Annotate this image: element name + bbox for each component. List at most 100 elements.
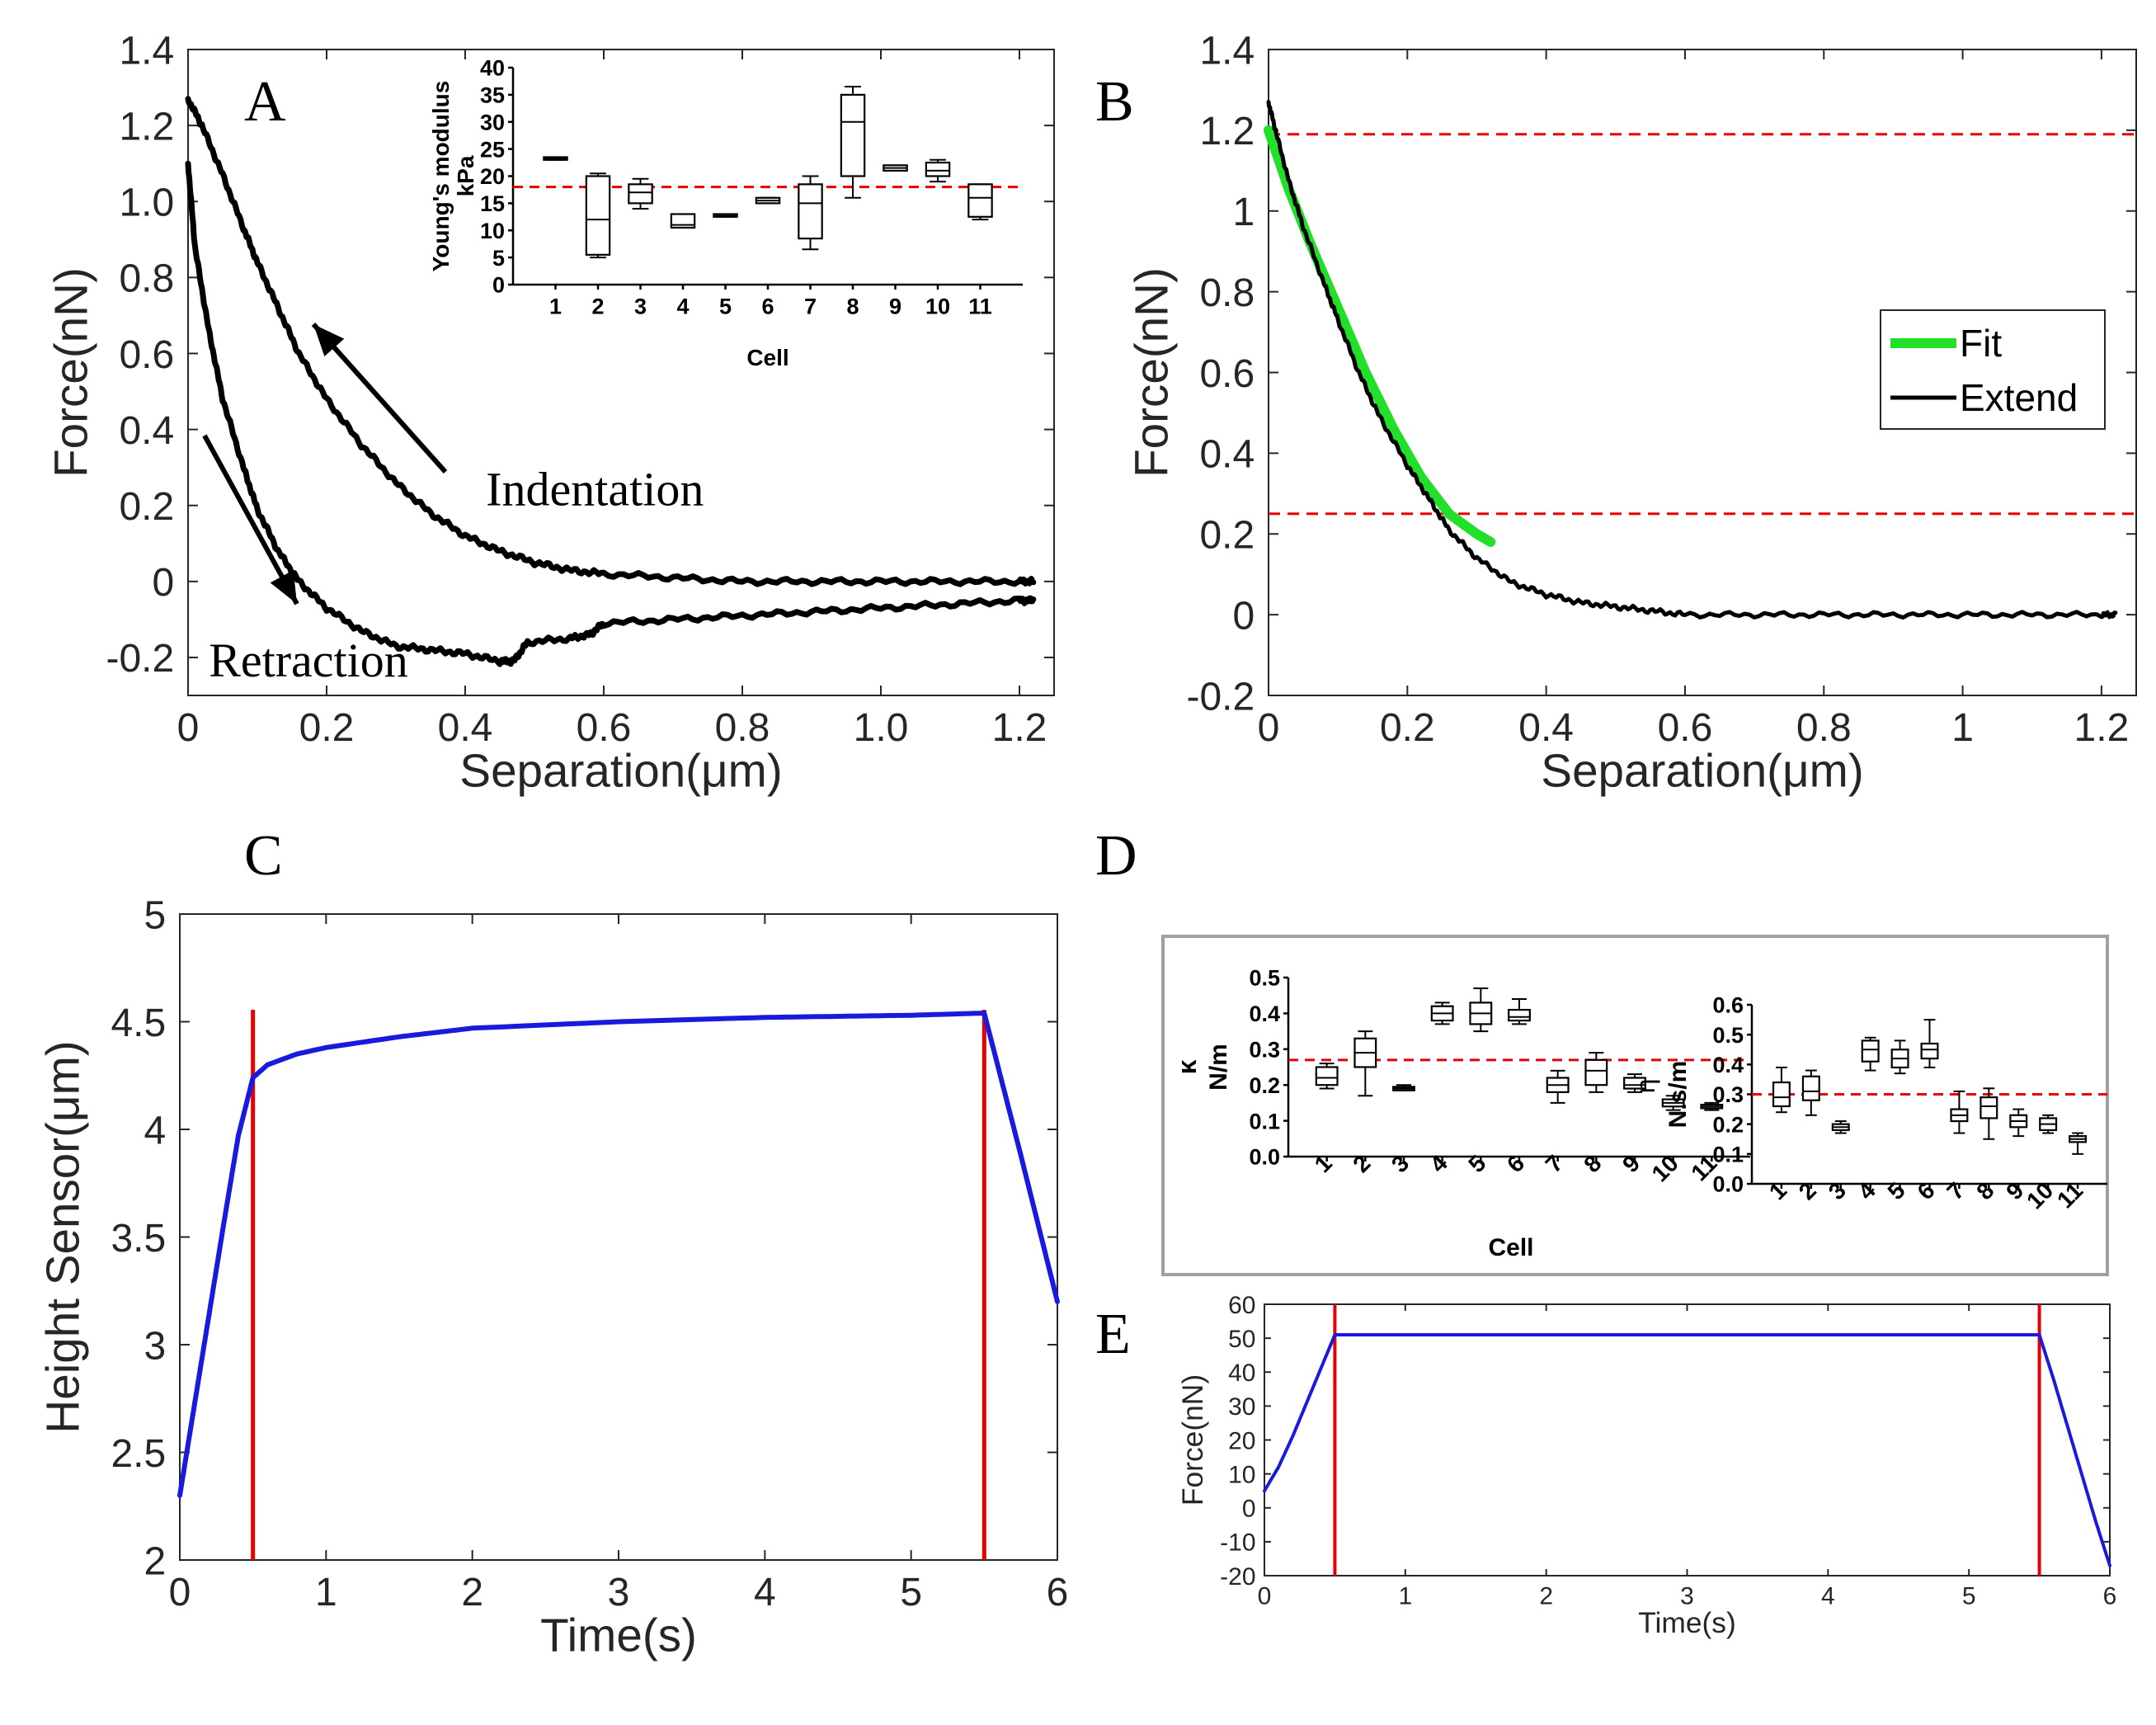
E-ytick-label: 30 [1228,1393,1255,1421]
A-ytick-label: 0.8 [119,257,174,301]
B-ytick-label: 0.2 [1199,514,1255,558]
D-left-ytick-label: 0.3 [1249,1038,1280,1063]
D-right-box [1920,1042,1939,1060]
C-ytick-label: 3 [144,1324,166,1368]
D-left-box [1623,1077,1646,1090]
A-inset-category-label: 3 [634,295,647,319]
A-inset-category-label: 9 [889,295,901,319]
d-right-symbol: η [1631,1079,1660,1094]
A-inset-ytick-label: 5 [492,246,505,271]
A-inset-category-label: 6 [761,295,774,319]
D-left-category-label: 9 [1617,1150,1645,1178]
A-plot-frame [187,49,1055,696]
D-right-category-label: 1 [1764,1177,1792,1205]
D-left-category-label: 1 [1310,1150,1338,1178]
B-xtick-label: 1.2 [2074,706,2130,750]
B-ytick-label: 0.8 [1199,271,1255,315]
D-right-box [1801,1075,1820,1101]
D-right-ytick-label: 0.2 [1712,1112,1744,1137]
C-ytick-label: 2 [144,1539,166,1583]
E-ytick-label: 40 [1228,1360,1255,1387]
A-xtick-label: 0.4 [438,706,493,750]
E-y-axis-label: Force(nN) [1176,1374,1209,1506]
panel-label-a: A [244,70,286,134]
D-left-category-label: 6 [1502,1150,1530,1178]
C-xtick-label: 5 [900,1571,922,1614]
D-left-category-label: 5 [1464,1150,1492,1178]
A-inset-box [798,183,823,240]
E-xtick-label: 5 [1962,1583,1976,1610]
B-xtick-label: 0.6 [1658,706,1713,750]
A-inset-box [925,161,951,177]
panel-d-frame [1161,935,2109,1276]
A-ytick-label: 0 [152,561,174,605]
B-xtick-label: 1 [1951,706,1974,750]
D-right-box [1861,1039,1880,1063]
A-inset-box [840,93,866,177]
D-right-box [1979,1096,1998,1119]
C-xtick-label: 2 [461,1571,483,1614]
D-right-ytick-label: 0.4 [1712,1053,1744,1077]
retraction-arrow-head [270,569,297,604]
A-ytick-label: -0.2 [106,637,174,681]
D-left-category-label: 3 [1386,1150,1415,1178]
D-right-ytick-label: 0.1 [1712,1143,1744,1167]
E-ytick-label: -10 [1220,1529,1255,1557]
panel-label-d: D [1095,824,1137,888]
C-xtick-label: 0 [169,1571,191,1614]
A-inset-category-label: 10 [925,295,950,319]
A-ytick-label: 1.0 [119,181,174,225]
A-inset-category-label: 2 [591,295,604,319]
E-ytick-label: 10 [1228,1461,1255,1488]
b-legend-fit-label: Fit [1960,322,2002,365]
E-xtick-label: 2 [1539,1583,1553,1610]
b-legend-box [1880,309,2106,430]
B-xtick-label: 0.8 [1796,706,1852,750]
B-ytick-label: 0.4 [1199,433,1255,477]
E-xtick-label: 3 [1680,1583,1694,1610]
A-inset-ytick-label: 40 [480,56,505,81]
B-xtick-label: 0.2 [1380,706,1435,750]
A-y-axis-label: Force(nN) [46,267,98,478]
A-ytick-label: 0.4 [119,409,174,453]
E-ytick-label: 20 [1228,1427,1255,1454]
A-inset-box [967,183,993,218]
annotation-retraction: Retraction [209,634,408,687]
chart-b: 0 0.2 0.4 0.6 0.8 1 1.2-0.200.20.40.60.811.21.… [1127,29,2137,797]
D-right-category-label: 4 [1853,1177,1881,1205]
A-xtick-label: 1.0 [854,706,909,750]
panel-label-b: B [1095,70,1134,134]
C-y-axis-label: Height Sensor(μm) [38,1040,90,1433]
E-plot-frame [1264,1303,2111,1577]
A-x-axis-label: Separation(μm) [459,745,782,797]
A-inset-ytick-label: 20 [480,164,505,189]
A-ytick-label: 0.6 [119,333,174,377]
A-inset-ytick-label: 25 [480,137,505,162]
panel-label-c: C [244,824,283,888]
D-right-ytick-label: 0.6 [1712,993,1744,1018]
D-right-category-label: 6 [1913,1177,1941,1205]
B-ytick-label: -0.2 [1186,675,1255,719]
B-ytick-label: 1.4 [1199,29,1255,73]
A-inset-ytick-label: 0 [492,273,505,298]
indentation-arrow [311,323,448,474]
D-left-box [1315,1066,1339,1086]
C-ytick-label: 4.5 [111,1002,166,1045]
D-right-ytick-label: 0.5 [1712,1023,1744,1048]
A-inset-category-label: 8 [846,295,859,319]
E-xtick-label: 1 [1398,1583,1412,1610]
A-inset-category-label: 1 [549,295,562,319]
A-inset-ytick-label: 15 [480,191,505,216]
C-xtick-label: 4 [754,1571,776,1614]
B-xtick-label: 0 [1258,706,1280,750]
A-inset-category-label: 5 [719,295,732,319]
annotation-indentation: Indentation [486,463,704,516]
B-series-fit [1264,125,1496,547]
C-series-height [177,1011,1060,1498]
B-y-axis-label: Force(nN) [1127,267,1179,478]
A-xtick-label: 0.2 [299,706,355,750]
d-left-symbol: κ [1172,1059,1202,1074]
a-inset-y-axis-label: Young's modulus [428,81,454,272]
indentation-arrow-head [313,324,345,356]
d-left-x-axis-label: Cell [1488,1234,1533,1261]
